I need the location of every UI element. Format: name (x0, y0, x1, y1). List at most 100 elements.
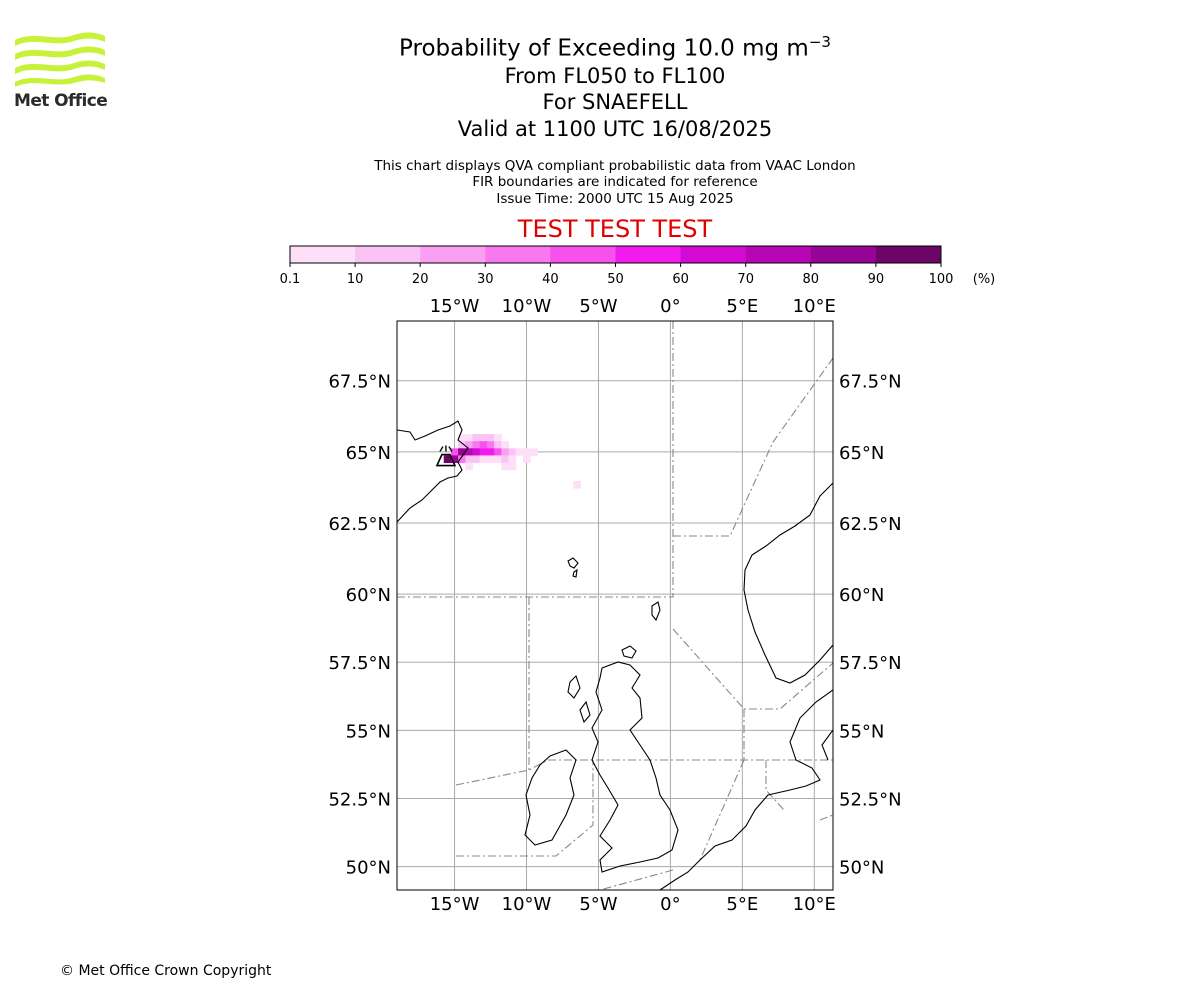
colorbar-tick-label: 40 (542, 272, 559, 287)
volcano-icon (435, 445, 457, 467)
latitude-label-right: 55°N (839, 721, 884, 742)
longitude-label-bottom: 15°W (430, 894, 480, 915)
colorbar-swatch (680, 246, 747, 263)
probability-cell (494, 441, 502, 449)
colorbar: 0.1 10 20 30 40 50 60 70 80 90 100 (%) (280, 245, 996, 287)
latitude-label-left: 57.5°N (328, 653, 391, 674)
latitude-label-left: 55°N (346, 721, 391, 742)
colorbar-swatch (420, 246, 486, 263)
logo-wordmark: Met Office (14, 91, 108, 111)
colorbar-unit: (%) (973, 272, 996, 287)
colorbar-swatch (355, 246, 421, 263)
probability-cell (494, 434, 502, 442)
probability-cell (450, 448, 459, 456)
longitude-label-bottom: 10°W (502, 894, 552, 915)
longitude-label-bottom: 5°W (579, 894, 617, 915)
probability-cell (501, 455, 510, 464)
probability-cell (501, 448, 510, 456)
ash-probability-map: 15°W 15°W 10°W 10°W 5°W 5°W 0° 0° 5°E 5°E 10°E 10°E… (328, 296, 902, 915)
probability-cell (458, 455, 466, 464)
probability-cell (450, 455, 459, 464)
latitude-label-right: 62.5°N (839, 514, 902, 535)
probability-cell (501, 441, 510, 449)
probability-cell (486, 434, 495, 442)
colorbar-swatch (810, 246, 877, 263)
colorbar-tick-label: 10 (347, 272, 364, 287)
probability-cell (515, 448, 524, 456)
chart-title: Probability of Exceeding 10.0 mg m−3 (399, 33, 831, 62)
colorbar-tick-label: 30 (477, 272, 494, 287)
longitude-label-top: 15°W (430, 296, 480, 317)
latitude-label-right: 57.5°N (839, 653, 902, 674)
probability-cell (472, 434, 481, 442)
probability-cell (486, 455, 495, 464)
latitude-label-right: 50°N (839, 858, 884, 879)
colorbar-swatch (550, 246, 616, 263)
colorbar-tick-label: 20 (412, 272, 429, 287)
colorbar-swatch (745, 246, 812, 263)
probability-cell (486, 441, 495, 449)
colorbar-swatch (290, 246, 356, 263)
coastlines (397, 420, 833, 890)
colorbar-tick-label: 60 (672, 272, 689, 287)
longitude-label-top: 10°W (502, 296, 552, 317)
probability-cell (472, 455, 481, 464)
test-banner: TEST TEST TEST (517, 215, 713, 243)
fir-boundary-note: FIR boundaries are indicated for referen… (472, 174, 758, 190)
latitude-label-right: 52.5°N (839, 789, 902, 810)
flight-level-range: From FL050 to FL100 (504, 64, 726, 88)
probability-cell (479, 448, 488, 456)
probability-cell (465, 455, 474, 464)
colorbar-tick-label: 80 (803, 272, 820, 287)
probability-cell (479, 455, 488, 464)
longitude-label-top: 10°E (793, 296, 836, 317)
probability-cell (573, 481, 581, 489)
longitude-label-bottom: 10°E (793, 894, 836, 915)
latitude-label-right: 65°N (839, 443, 884, 464)
colorbar-swatch (615, 246, 682, 263)
probability-cell (508, 462, 517, 471)
probability-cell (458, 434, 466, 442)
longitude-label-top: 0° (660, 296, 680, 317)
probability-cell (486, 448, 495, 456)
issue-time: Issue Time: 2000 UTC 15 Aug 2025 (496, 191, 734, 207)
probability-cell (458, 448, 466, 456)
probability-cell (465, 441, 474, 449)
longitude-label-bottom: 0° (660, 894, 680, 915)
probability-cell (458, 441, 466, 449)
colorbar-swatch (485, 246, 551, 263)
colorbar-tick-label: 100 (929, 272, 954, 287)
colorbar-swatch (875, 246, 942, 263)
probability-cell (501, 462, 510, 471)
latitude-label-left: 52.5°N (328, 789, 391, 810)
probability-cell (465, 462, 474, 471)
probability-cell (472, 448, 481, 456)
probability-cell (479, 441, 488, 449)
probability-cell (530, 448, 538, 456)
latitude-label-left: 62.5°N (328, 514, 391, 535)
colorbar-tick-label: 90 (868, 272, 885, 287)
latitude-label-left: 50°N (346, 858, 391, 879)
title-superscript: −3 (808, 33, 831, 51)
probability-cell (494, 448, 502, 456)
colorbar-tick-label: 0.1 (280, 272, 301, 287)
met-office-logo-icon (15, 32, 105, 87)
probability-cell (508, 448, 517, 456)
longitude-label-top: 5°E (726, 296, 758, 317)
latitude-label-left: 67.5°N (328, 372, 391, 393)
volcano-name: For SNAEFELL (542, 90, 688, 114)
longitude-label-bottom: 5°E (726, 894, 758, 915)
probability-cell (508, 455, 517, 464)
probability-cell (522, 455, 531, 464)
valid-time: Valid at 1100 UTC 16/08/2025 (457, 117, 773, 141)
probability-cell (479, 434, 488, 442)
colorbar-tick-label: 70 (737, 272, 754, 287)
latitude-label-left: 65°N (346, 443, 391, 464)
probability-cell (472, 441, 481, 449)
latitude-label-left: 60°N (346, 585, 391, 606)
data-source-note: This chart displays QVA compliant probab… (374, 158, 856, 174)
probability-cell (494, 455, 502, 464)
probability-cell (465, 434, 474, 442)
probability-cell (465, 448, 474, 456)
latitude-label-right: 60°N (839, 585, 884, 606)
